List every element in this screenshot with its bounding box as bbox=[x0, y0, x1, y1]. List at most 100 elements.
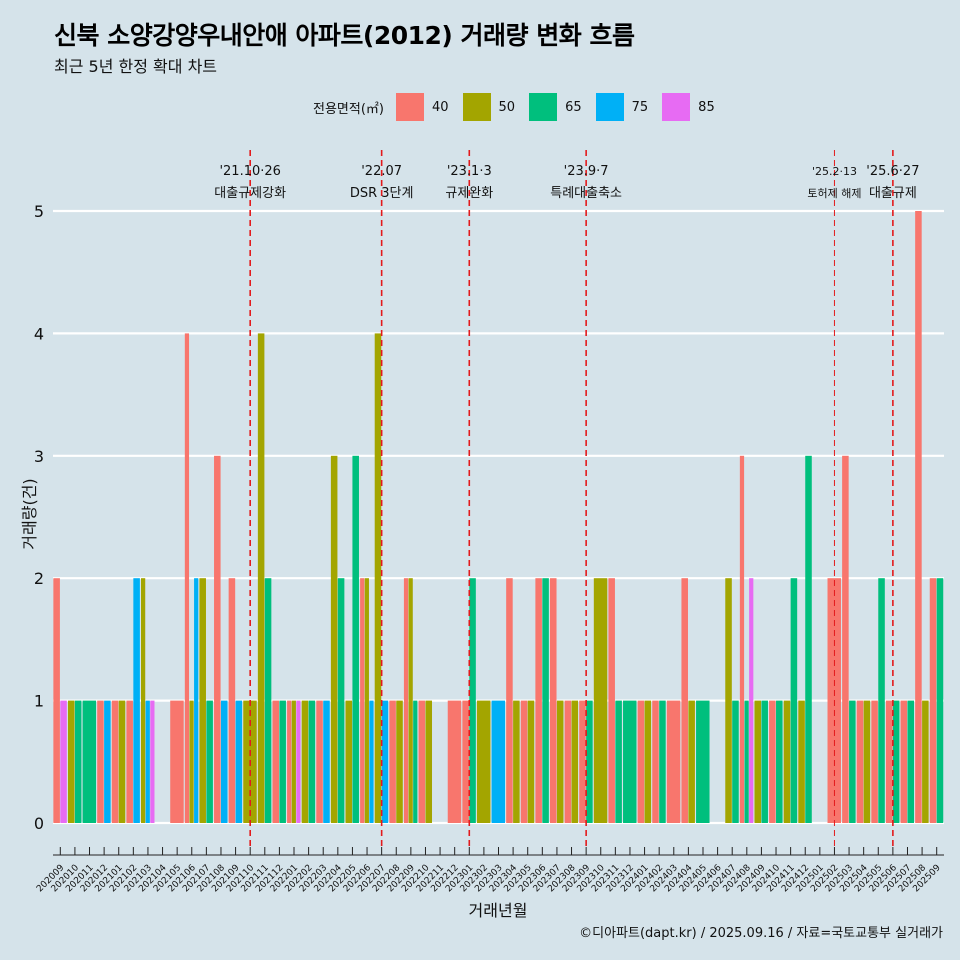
bar-202201-40 bbox=[287, 700, 292, 823]
bar-202305-40 bbox=[520, 700, 528, 823]
y-tick-label-2: 2 bbox=[34, 569, 44, 588]
event-date-5: '25.6·27 bbox=[866, 164, 919, 179]
bar-202205-50 bbox=[345, 700, 353, 823]
bar-202509-40 bbox=[929, 578, 937, 823]
bar-202506-65 bbox=[892, 700, 900, 823]
event-date-1: '22.07 bbox=[361, 164, 402, 179]
bar-202301-65 bbox=[469, 578, 476, 823]
legend-swatch-50 bbox=[462, 93, 491, 121]
bar-202108-75 bbox=[220, 700, 228, 823]
bar-202408-65 bbox=[744, 700, 749, 823]
bar-202012-75 bbox=[104, 700, 111, 823]
event-date-0: '21.10·26 bbox=[219, 164, 280, 179]
legend: 전용면적(㎡) 40 50 65 75 85 bbox=[313, 92, 729, 122]
bar-202107-50 bbox=[199, 578, 206, 823]
legend-item-65: 65 bbox=[529, 93, 582, 121]
bar-202404-40 bbox=[681, 578, 688, 823]
bar-202308-40 bbox=[564, 700, 572, 823]
event-date-2: '23.1·3 bbox=[447, 164, 492, 179]
bar-202304-50 bbox=[513, 700, 520, 823]
y-tick-label-5: 5 bbox=[34, 202, 44, 221]
bar-202401-40 bbox=[637, 700, 645, 823]
bar-202212-40 bbox=[447, 700, 462, 823]
bar-202204-65 bbox=[337, 578, 345, 823]
bar-202102-75 bbox=[133, 578, 140, 823]
bar-202206-40 bbox=[360, 578, 365, 823]
bar-202401-50 bbox=[644, 700, 652, 823]
bar-202206-50 bbox=[364, 578, 369, 823]
bar-202111-65 bbox=[264, 578, 272, 823]
bar-202310-50 bbox=[593, 578, 608, 823]
bar-202209-65 bbox=[413, 700, 418, 823]
bar-202402-65 bbox=[659, 700, 666, 823]
event-label-5: 대출규제 bbox=[869, 186, 917, 201]
bar-202210-50 bbox=[425, 700, 433, 823]
bar-202407-50 bbox=[725, 578, 732, 823]
event-label-0: 대출규제강화 bbox=[214, 186, 286, 201]
y-tick-label-0: 0 bbox=[34, 814, 44, 833]
bar-202103-85 bbox=[150, 700, 155, 823]
legend-label-75: 75 bbox=[631, 99, 649, 115]
bar-202505-65 bbox=[878, 578, 885, 823]
legend-label-85: 85 bbox=[698, 99, 715, 115]
event-label-3: 특례대출축소 bbox=[550, 186, 622, 201]
bar-202304-40 bbox=[506, 578, 513, 823]
bar-202102-40 bbox=[126, 700, 133, 823]
bar-202208-40 bbox=[389, 700, 396, 823]
legend-item-40: 40 bbox=[395, 93, 449, 121]
bar-202402-40 bbox=[652, 700, 659, 823]
bar-202507-65 bbox=[907, 700, 915, 823]
bar-202208-50 bbox=[396, 700, 403, 823]
bar-202309-40 bbox=[579, 700, 586, 823]
bar-202207-50 bbox=[374, 333, 382, 823]
bar-202101-50 bbox=[118, 700, 126, 823]
bar-202202-50 bbox=[301, 700, 309, 823]
legend-label-65: 65 bbox=[565, 99, 582, 115]
bar-202408-85 bbox=[749, 578, 754, 823]
y-tick-label-4: 4 bbox=[34, 324, 44, 343]
bar-202303-75 bbox=[491, 700, 506, 823]
bar-202204-50 bbox=[330, 455, 338, 823]
bar-202410-40 bbox=[769, 700, 776, 823]
bar-202010-50 bbox=[67, 700, 75, 823]
bar-202109-40 bbox=[228, 578, 236, 823]
bar-202306-65 bbox=[542, 578, 549, 823]
y-axis-label: 거래량(건) bbox=[20, 478, 39, 550]
bar-202308-50 bbox=[571, 700, 579, 823]
bar-202507-40 bbox=[900, 700, 908, 823]
event-date-3: '23.9·7 bbox=[564, 164, 609, 179]
event-date-4: '25.2·13 bbox=[812, 165, 857, 178]
legend-label-40: 40 bbox=[431, 99, 449, 115]
bar-202312-65 bbox=[623, 700, 637, 823]
legend-swatch-75 bbox=[595, 93, 624, 121]
legend-swatch-40 bbox=[395, 93, 424, 121]
bar-202209-40 bbox=[403, 578, 409, 823]
bar-202407-65 bbox=[732, 700, 739, 823]
bar-202105-40 bbox=[170, 700, 184, 823]
bar-202107-65 bbox=[206, 700, 213, 823]
bar-202409-50 bbox=[754, 700, 762, 823]
bar-202108-40 bbox=[214, 455, 221, 823]
bar-202411-65 bbox=[790, 578, 798, 823]
bar-202505-40 bbox=[871, 700, 878, 823]
y-tick-label-1: 1 bbox=[34, 692, 44, 711]
bar-202207-75 bbox=[381, 700, 389, 823]
bar-202307-40 bbox=[549, 578, 557, 823]
bar-202101-40 bbox=[111, 700, 119, 823]
bar-202302-50 bbox=[476, 700, 491, 823]
bar-202409-65 bbox=[761, 700, 768, 823]
source-caption: ©디아파트(dapt.kr) / 2025.09.16 / 자료=국토교통부 실… bbox=[579, 926, 943, 941]
x-axis-label: 거래년월 bbox=[468, 901, 528, 920]
bar-202503-40 bbox=[842, 455, 849, 823]
bar-202411-50 bbox=[783, 700, 791, 823]
legend-label-50: 50 bbox=[498, 99, 516, 115]
bar-202306-40 bbox=[535, 578, 542, 823]
bar-202206-75 bbox=[369, 700, 374, 823]
bar-202412-50 bbox=[798, 700, 805, 823]
legend-title: 전용면적(㎡) bbox=[313, 101, 384, 117]
bar-202201-85 bbox=[296, 700, 301, 823]
bar-202404-50 bbox=[688, 700, 695, 823]
bar-202412-65 bbox=[805, 455, 812, 823]
bar-202112-40 bbox=[272, 700, 279, 823]
